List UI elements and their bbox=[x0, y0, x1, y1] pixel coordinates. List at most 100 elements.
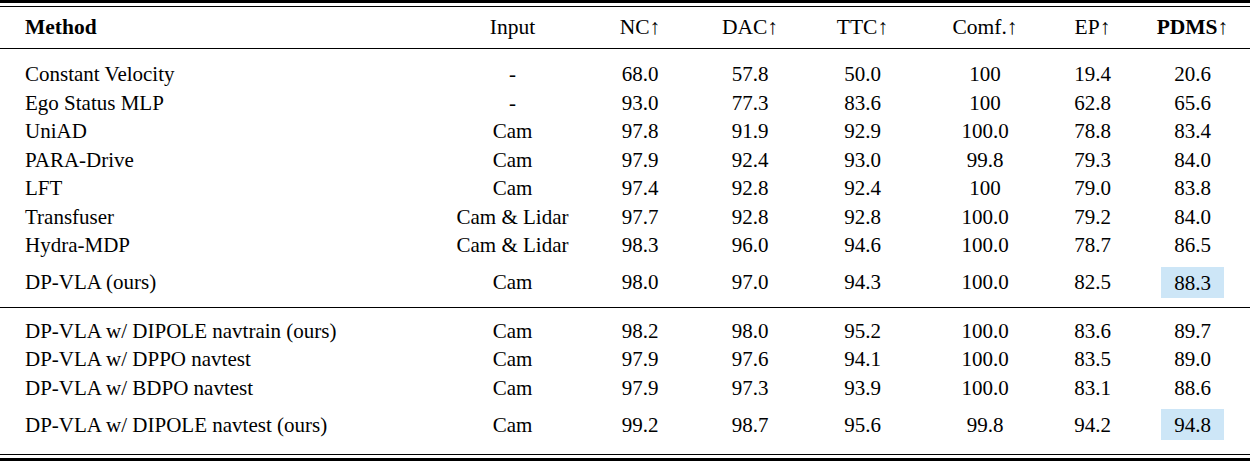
method-cell: Constant Velocity bbox=[0, 60, 440, 89]
column-header: Input bbox=[440, 7, 585, 48]
value-cell: 100.0 bbox=[920, 203, 1050, 232]
method-cell: Ego Status MLP bbox=[0, 89, 440, 118]
method-cell: Hydra-MDP bbox=[0, 231, 440, 260]
value-cell: 97.9 bbox=[585, 345, 695, 374]
table-row: LFTCam97.492.892.410079.083.8 bbox=[0, 174, 1250, 203]
highlighted-pdms-value: 88.3 bbox=[1161, 267, 1224, 298]
table-row: PARA-DriveCam97.992.493.099.879.384.0 bbox=[0, 146, 1250, 175]
value-cell: 100.0 bbox=[920, 117, 1050, 146]
value-cell: - bbox=[440, 89, 585, 118]
table-row: TransfuserCam & Lidar97.792.892.8100.079… bbox=[0, 203, 1250, 232]
value-cell: Cam bbox=[440, 374, 585, 403]
results-table: MethodInputNC↑DAC↑TTC↑Comf.↑EP↑PDMS↑ Con… bbox=[0, 0, 1250, 461]
table-row: DP-VLA (ours)Cam98.097.094.3100.082.5 88.… bbox=[0, 268, 1250, 297]
value-cell: Cam bbox=[440, 268, 585, 297]
value-cell: 99.8 bbox=[920, 146, 1050, 175]
table-section-dp-vla-variants: DP-VLA w/ DIPOLE navtrain (ours)Cam98.29… bbox=[0, 308, 1250, 449]
value-cell: 83.8 bbox=[1135, 174, 1250, 203]
value-cell: 57.8 bbox=[695, 60, 805, 89]
value-cell: 84.0 bbox=[1135, 203, 1250, 232]
value-cell: 79.3 bbox=[1050, 146, 1135, 175]
column-header: Comf.↑ bbox=[920, 7, 1050, 48]
table-row: DP-VLA w/ DIPOLE navtest (ours)Cam99.298… bbox=[0, 411, 1250, 440]
value-cell: 98.2 bbox=[585, 317, 695, 346]
column-header: PDMS↑ bbox=[1135, 7, 1250, 48]
method-cell: Transfuser bbox=[0, 203, 440, 232]
table-row: Ego Status MLP-93.077.383.610062.865.6 bbox=[0, 89, 1250, 118]
value-cell: Cam bbox=[440, 317, 585, 346]
value-cell: 95.2 bbox=[805, 317, 920, 346]
value-cell: 62.8 bbox=[1050, 89, 1135, 118]
value-cell: 20.6 bbox=[1135, 60, 1250, 89]
value-cell: 92.8 bbox=[695, 203, 805, 232]
value-cell: 82.5 bbox=[1050, 268, 1135, 297]
method-cell: UniAD bbox=[0, 117, 440, 146]
value-cell: 100.0 bbox=[920, 317, 1050, 346]
value-cell: 93.0 bbox=[585, 89, 695, 118]
column-header: EP↑ bbox=[1050, 7, 1135, 48]
value-cell: 100.0 bbox=[920, 268, 1050, 297]
value-cell: 92.4 bbox=[805, 174, 920, 203]
value-cell: 97.9 bbox=[585, 374, 695, 403]
value-cell: 78.7 bbox=[1050, 231, 1135, 260]
value-cell: 96.0 bbox=[695, 231, 805, 260]
table-top-double-rule bbox=[0, 0, 1250, 7]
value-cell: 94.6 bbox=[805, 231, 920, 260]
table-row: UniADCam97.891.992.9100.078.883.4 bbox=[0, 117, 1250, 146]
value-cell: 84.0 bbox=[1135, 146, 1250, 175]
value-cell: 92.9 bbox=[805, 117, 920, 146]
table-row: Hydra-MDPCam & Lidar98.396.094.6100.078.… bbox=[0, 231, 1250, 260]
table-row: DP-VLA w/ DPPO navtestCam97.997.694.1100… bbox=[0, 345, 1250, 374]
value-cell: 88.6 bbox=[1135, 374, 1250, 403]
column-header: NC↑ bbox=[585, 7, 695, 48]
value-cell: 97.7 bbox=[585, 203, 695, 232]
value-cell: 83.5 bbox=[1050, 345, 1135, 374]
value-cell: 97.6 bbox=[695, 345, 805, 374]
value-cell: 92.4 bbox=[695, 146, 805, 175]
value-cell: 99.8 bbox=[920, 411, 1050, 440]
value-cell: 97.9 bbox=[585, 146, 695, 175]
value-cell: Cam bbox=[440, 411, 585, 440]
value-cell: 97.3 bbox=[695, 374, 805, 403]
value-cell: 94.3 bbox=[805, 268, 920, 297]
value-cell: Cam bbox=[440, 146, 585, 175]
value-cell: 89.0 bbox=[1135, 345, 1250, 374]
value-cell: Cam bbox=[440, 117, 585, 146]
value-cell: 79.0 bbox=[1050, 174, 1135, 203]
value-cell: 83.6 bbox=[805, 89, 920, 118]
value-cell: 83.1 bbox=[1050, 374, 1135, 403]
value-cell: 100 bbox=[920, 174, 1050, 203]
value-cell: 99.2 bbox=[585, 411, 695, 440]
value-cell: 68.0 bbox=[585, 60, 695, 89]
value-cell: Cam & Lidar bbox=[440, 203, 585, 232]
value-cell: 100.0 bbox=[920, 374, 1050, 403]
method-cell: LFT bbox=[0, 174, 440, 203]
value-cell: 100 bbox=[920, 89, 1050, 118]
value-cell: 100.0 bbox=[920, 345, 1050, 374]
method-cell: DP-VLA (ours) bbox=[0, 268, 440, 297]
table-row: Constant Velocity-68.057.850.010019.420.… bbox=[0, 60, 1250, 89]
value-cell: 97.0 bbox=[695, 268, 805, 297]
highlighted-pdms-value: 94.8 bbox=[1161, 409, 1224, 440]
method-cell: DP-VLA w/ BDPO navtest bbox=[0, 374, 440, 403]
value-cell: 100 bbox=[920, 60, 1050, 89]
value-cell: 94.1 bbox=[805, 345, 920, 374]
value-cell: 79.2 bbox=[1050, 203, 1135, 232]
value-cell: 86.5 bbox=[1135, 231, 1250, 260]
method-cell: DP-VLA w/ DIPOLE navtest (ours) bbox=[0, 411, 440, 440]
value-cell: 93.0 bbox=[805, 146, 920, 175]
value-cell: 65.6 bbox=[1135, 89, 1250, 118]
value-cell: 89.7 bbox=[1135, 317, 1250, 346]
method-cell: DP-VLA w/ DIPOLE navtrain (ours) bbox=[0, 317, 440, 346]
table-row: DP-VLA w/ DIPOLE navtrain (ours)Cam98.2 9… bbox=[0, 317, 1250, 346]
table-row: DP-VLA w/ BDPO navtestCam97.997.393.9100… bbox=[0, 374, 1250, 403]
value-cell: 98.0 bbox=[585, 268, 695, 297]
column-header: DAC↑ bbox=[695, 7, 805, 48]
table-bottom-double-rule bbox=[0, 454, 1250, 461]
value-cell: 100.0 bbox=[920, 231, 1050, 260]
value-cell: - bbox=[440, 60, 585, 89]
value-cell: 83.4 bbox=[1135, 117, 1250, 146]
column-header: TTC↑ bbox=[805, 7, 920, 48]
value-cell: 97.8 bbox=[585, 117, 695, 146]
table-header-row: MethodInputNC↑DAC↑TTC↑Comf.↑EP↑PDMS↑ bbox=[0, 7, 1250, 48]
